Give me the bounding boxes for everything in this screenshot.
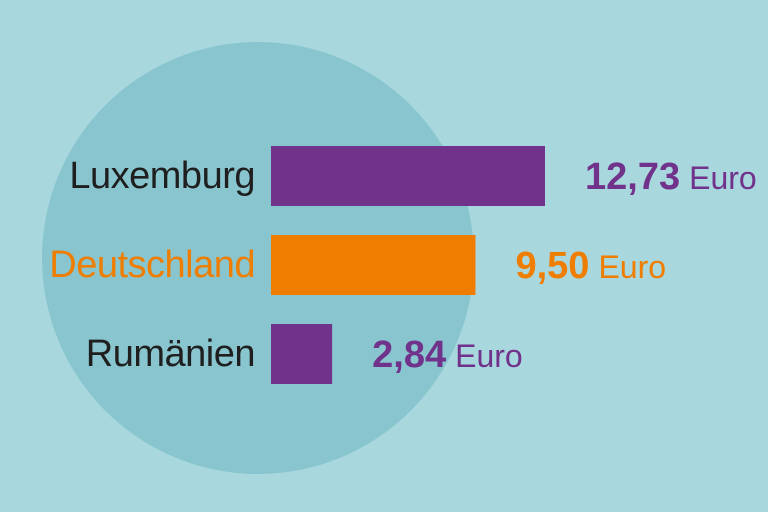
bar-luxemburg (271, 146, 545, 206)
bars-group (271, 146, 545, 384)
value-label-rum-nien: 2,84 Euro (372, 334, 523, 376)
value-label-deutschland: 9,50 Euro (515, 245, 666, 287)
value-unit: Euro (455, 338, 523, 374)
value-number: 9,50 (515, 245, 589, 287)
category-label-rum-nien: Rumänien (86, 333, 255, 375)
value-label-luxemburg: 12,73 Euro (585, 156, 757, 198)
value-unit: Euro (598, 249, 666, 285)
bar-rum-nien (271, 324, 333, 384)
category-label-luxemburg: Luxemburg (69, 155, 255, 197)
value-number: 12,73 (585, 156, 680, 198)
value-number: 2,84 (372, 334, 446, 376)
bar-deutschland (271, 235, 476, 295)
value-unit: Euro (689, 160, 757, 196)
category-label-deutschland: Deutschland (49, 244, 255, 286)
category-labels-group: Luxemburg Deutschland Rumänien (49, 155, 255, 375)
